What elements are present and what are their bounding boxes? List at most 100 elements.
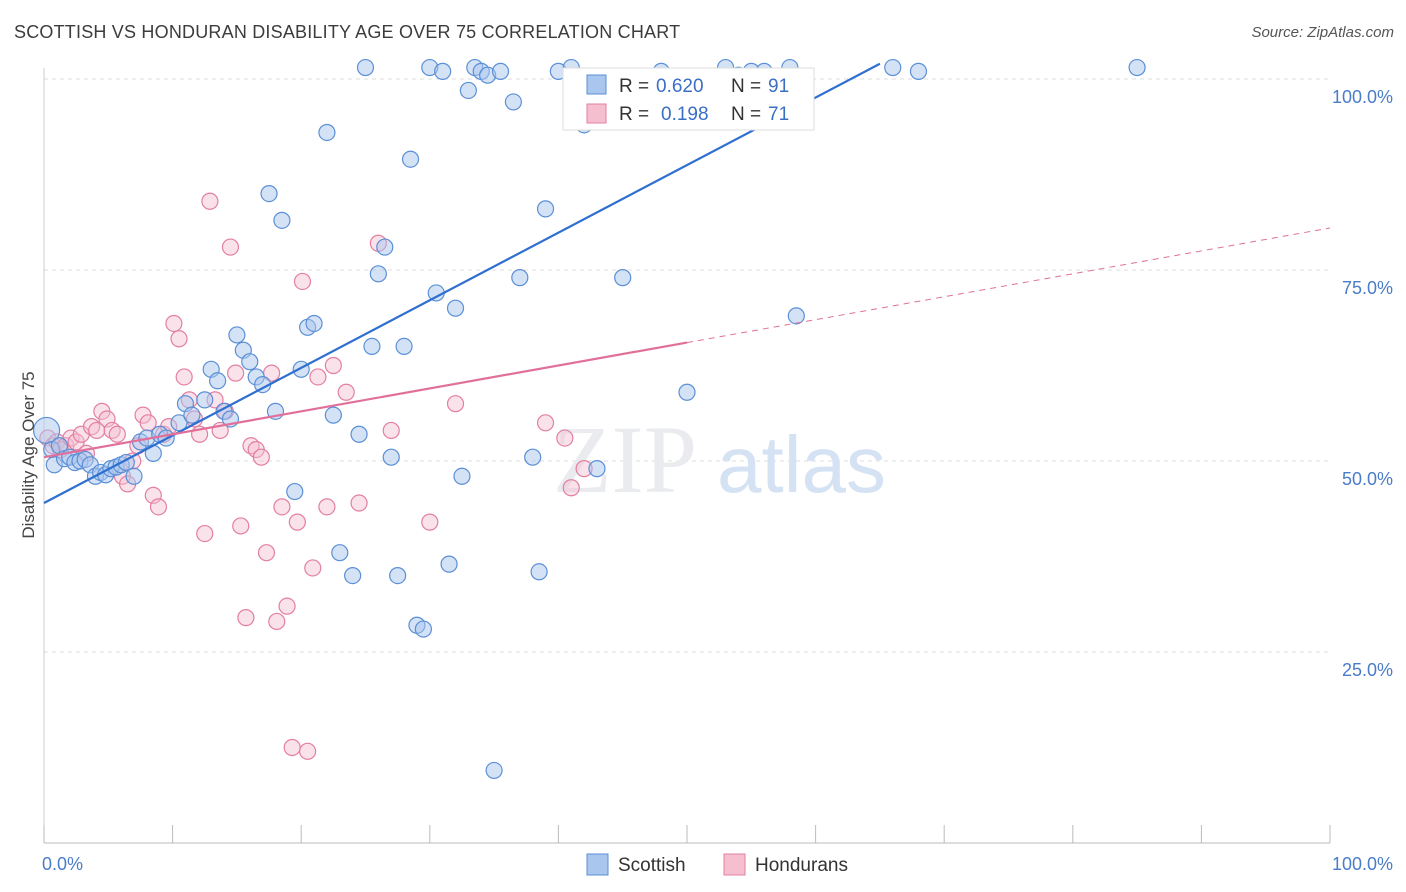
scottish-point	[678, 383, 696, 401]
scottish-point	[196, 391, 214, 409]
hondurans-point	[337, 383, 355, 401]
source-label: Source: ZipAtlas.com	[1251, 24, 1394, 41]
scottish-point	[530, 563, 548, 581]
scottish-point	[344, 566, 362, 585]
scottish-point	[614, 269, 632, 287]
hondurans-point	[196, 524, 214, 543]
hondurans-point	[556, 429, 574, 447]
legend-n-value-hondurans: 71	[768, 104, 789, 125]
scottish-point	[524, 448, 542, 466]
x-tick-label: 100.0%	[1332, 854, 1393, 874]
legend-r-label-hondurans: R =	[619, 104, 649, 125]
hondurans-point	[299, 742, 317, 760]
scottish-point	[331, 544, 349, 562]
legend-r-value-hondurans: 0.198	[661, 104, 709, 125]
scottish-point	[485, 761, 503, 780]
scottish-point	[395, 337, 413, 355]
scottish-point	[511, 269, 529, 287]
hondurans-point	[536, 414, 555, 432]
y-tick-label: 25.0%	[1342, 660, 1393, 680]
scottish-point	[183, 406, 201, 424]
scottish-point	[504, 93, 522, 111]
scottish-point	[491, 62, 510, 80]
scottish-point	[459, 81, 477, 100]
tick-labels: 100.0% 75.0% 50.0% 25.0% 0.0% 100.0%	[42, 87, 1393, 874]
hondurans-trend-line	[43, 341, 688, 459]
bottom-legend-swatch-hondurans	[723, 853, 746, 876]
hondurans-point	[252, 448, 270, 466]
hondurans-point	[562, 479, 580, 497]
bottom-legend-label-hondurans: Hondurans	[755, 855, 848, 876]
scottish-point	[305, 314, 323, 333]
scottish-point	[356, 58, 375, 77]
hondurans-point	[382, 421, 400, 440]
y-tick-label: 50.0%	[1342, 469, 1393, 489]
y-axis-label: Disability Age Over 75	[19, 371, 38, 538]
scottish-point	[363, 337, 381, 355]
hondurans-point	[108, 425, 126, 443]
bottom-legend: Scottish Hondurans	[586, 853, 848, 876]
scottish-point	[324, 406, 342, 424]
hondurans-trend-extension	[686, 227, 1331, 344]
bottom-legend-swatch-scottish	[586, 853, 609, 876]
legend: R = 0.620 N = 91 R = 0.198 N = 71	[562, 67, 815, 131]
scottish-point	[909, 62, 928, 80]
scottish-point	[389, 566, 407, 585]
hondurans-point	[165, 314, 183, 333]
legend-swatch-hondurans	[586, 103, 607, 124]
scottish-point	[382, 448, 400, 466]
watermark-atlas: atlas	[717, 420, 886, 509]
hondurans-point	[293, 272, 312, 291]
legend-r-label-scottish: R =	[619, 76, 649, 97]
scottish-point	[434, 62, 452, 80]
legend-swatch-scottish	[586, 74, 607, 95]
scottish-point	[369, 265, 387, 283]
scottish-point	[209, 372, 227, 390]
scottish-point	[273, 211, 291, 229]
hondurans-point	[318, 498, 336, 516]
hondurans-point	[350, 494, 368, 512]
scottish-point	[536, 200, 555, 218]
scottish-point	[440, 555, 458, 573]
hondurans-point	[304, 559, 322, 577]
scottish-point	[286, 482, 304, 501]
scottish-points	[32, 58, 1146, 780]
hondurans-point	[257, 544, 276, 562]
legend-n-label-scottish: N =	[731, 76, 761, 97]
hondurans-point	[273, 498, 291, 516]
y-tick-label: 100.0%	[1332, 87, 1393, 107]
scottish-point	[125, 467, 143, 485]
hondurans-point	[227, 364, 245, 382]
watermark: ZIP atlas	[553, 406, 886, 513]
scottish-point	[401, 150, 420, 168]
scottish-point	[170, 414, 188, 432]
scottish-point	[376, 238, 394, 256]
hondurans-point	[175, 368, 193, 386]
scottish-point	[241, 353, 259, 371]
axes	[43, 68, 1331, 844]
legend-n-value-scottish: 91	[768, 76, 789, 97]
hondurans-point	[309, 368, 327, 386]
trend-lines	[43, 62, 1331, 504]
hondurans-point	[288, 513, 306, 531]
scottish-point	[228, 326, 246, 344]
hondurans-point	[221, 238, 240, 256]
hondurans-point	[149, 498, 168, 516]
hondurans-point	[324, 356, 342, 375]
scottish-point	[884, 58, 902, 77]
scottish-point	[1128, 58, 1146, 77]
hondurans-points	[39, 192, 593, 760]
y-tick-label: 75.0%	[1342, 278, 1393, 298]
scottish-point	[453, 467, 471, 485]
scottish-point	[414, 620, 432, 638]
chart-title: SCOTTISH VS HONDURAN DISABILITY AGE OVER…	[14, 22, 681, 42]
scottish-point	[260, 185, 278, 203]
hondurans-point	[201, 192, 219, 210]
scottish-trend-line	[43, 62, 881, 504]
scottish-point	[446, 299, 465, 317]
x-tick-label: 0.0%	[42, 854, 83, 874]
hondurans-point	[268, 612, 286, 631]
bottom-legend-label-scottish: Scottish	[618, 855, 686, 876]
hondurans-point	[278, 597, 296, 615]
